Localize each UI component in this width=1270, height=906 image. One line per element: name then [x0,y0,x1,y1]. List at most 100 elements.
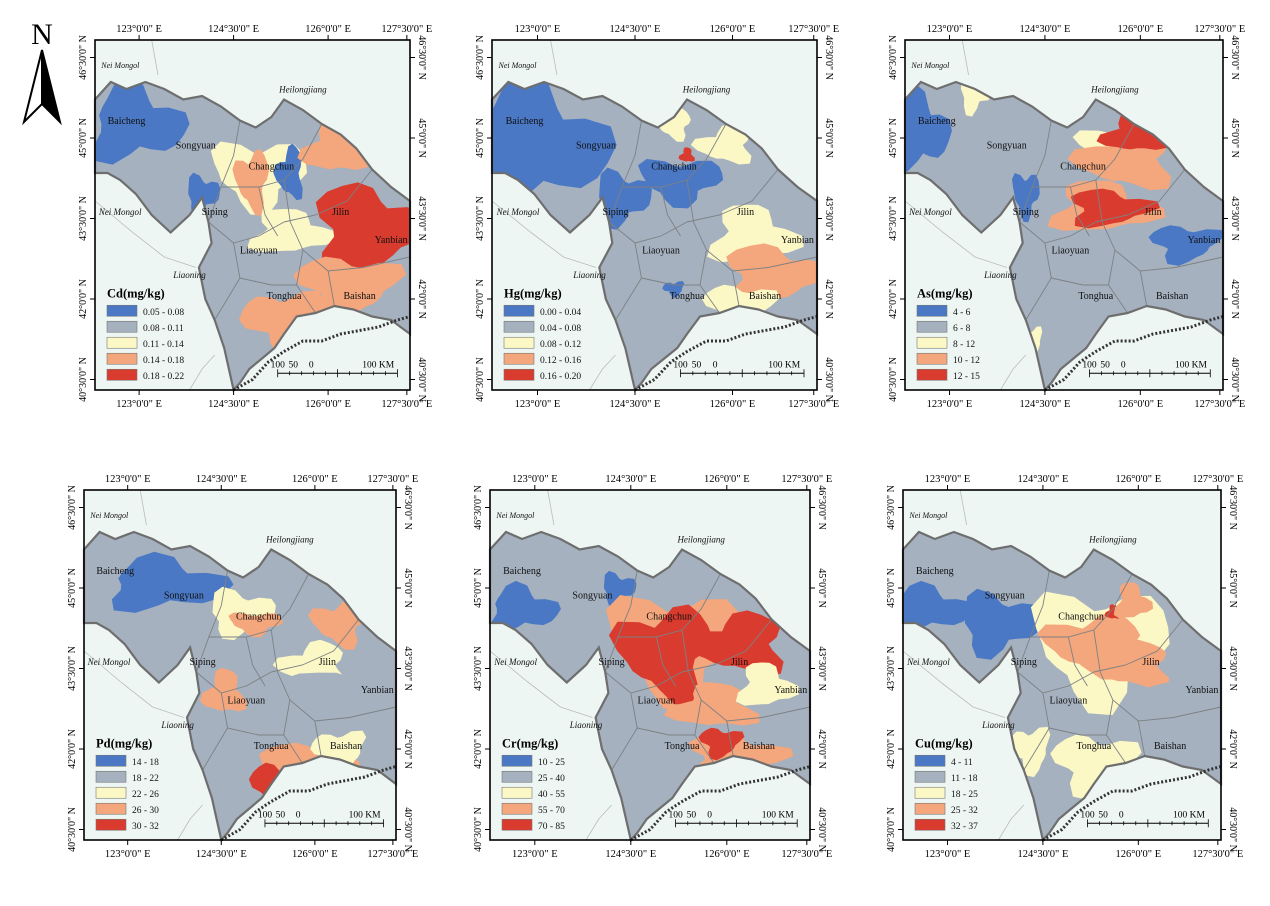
neighbor-boundary [84,650,184,718]
right-tick-label: 40°30'0" N [1229,357,1240,402]
city-boundary [283,734,303,764]
place-label-liaoyuan: Liaoyuan [638,696,676,707]
right-tick-label: 42°0'0" N [816,729,827,769]
city-boundary [608,221,688,244]
top-tick-label: 124°30'0" E [196,474,247,485]
map-frame [94,39,411,391]
place-label-heilongjiang: Heilongjiang [1090,85,1139,95]
place-label-nei-mongol-top: Nei Mongol [910,61,950,70]
left-tick-label: 46°30'0" N [67,485,78,530]
legend-swatch [916,352,948,365]
left-tick-label: 40°30'0" N [67,807,78,852]
city-boundary [202,692,228,771]
concentration-zone [262,672,396,723]
city-boundary [1019,221,1097,244]
city-boundary [1137,720,1146,757]
place-label-liaoning: Liaoning [160,720,194,730]
city-boundary [1023,692,1050,771]
city-boundary [283,179,410,272]
right-tick-label: 40°30'0" N [823,357,834,402]
left-tick-label: 43°30'0" N [886,646,897,691]
place-label-liaoyuan: Liaoyuan [227,696,265,707]
place-label-jilin: Jilin [1144,207,1161,218]
legend-class-label: 26 - 30 [132,806,159,816]
place-label-liaoning: Liaoning [983,270,1017,280]
city-boundary [611,692,638,771]
city-boundary [1093,629,1221,722]
place-label-liaoning: Liaoning [572,270,606,280]
left-tick-label: 42°0'0" N [886,729,897,769]
scale-label: 0 [707,810,712,820]
concentration-zone [212,586,276,641]
legend-swatch [914,802,946,815]
neighbor-boundary [547,490,555,526]
legend-class-label: 0.14 - 0.18 [143,356,184,366]
scale-label: 0 [296,810,301,820]
scale-label: 50 [276,810,286,820]
place-label-jilin: Jilin [319,657,336,668]
legend-swatch [916,320,948,333]
city-boundary [604,570,638,673]
concentration-zone [315,182,410,278]
scale-label: 100 [258,810,273,820]
legend-class-label: 22 - 26 [132,790,159,800]
right-tick-label: 40°30'0" N [1227,807,1238,852]
legend-class-label: 18 - 22 [132,774,159,784]
place-label-siping: Siping [202,207,228,218]
left-tick-label: 45°0'0" N [473,568,484,608]
legend-class-label: 70 - 85 [538,822,565,832]
scale-label: 100 KM [762,810,794,820]
legend-class-label: 10 - 12 [953,356,980,366]
neighbor-boundary [550,40,558,76]
neighbor-boundary [903,650,1005,718]
neighbor-boundary [1000,354,1027,390]
top-tick-label: 127°30'0" E [381,24,432,35]
left-tick-label: 42°0'0" N [67,729,78,769]
neighbor-boundary [959,490,967,526]
city-boundary [660,186,681,237]
city-boundary [239,249,304,286]
place-label-songyuan: Songyuan [572,591,612,602]
place-label-baishan: Baishan [743,741,775,752]
concentration-zone [232,149,269,216]
left-tick-label: 42°0'0" N [475,279,486,319]
top-tick-label: 123°0'0" E [105,474,151,485]
city-boundary [296,284,316,314]
legend-class-label: 0.08 - 0.12 [540,340,581,350]
legend-class-label: 0.11 - 0.14 [143,340,184,350]
bottom-tick-label: 127°30'0" E [367,849,418,860]
national-border [630,765,811,842]
right-tick-label: 45°0'0" N [416,118,427,158]
legend-swatch [106,352,138,365]
legend-class-label: 32 - 37 [951,822,978,832]
legend-class-label: 10 - 25 [538,758,565,768]
bottom-tick-label: 123°0'0" E [512,849,558,860]
concentration-zone [707,204,804,263]
top-tick-label: 124°30'0" E [208,24,259,35]
legend-title: Hg(mg/kg) [504,286,562,300]
left-tick-label: 43°30'0" N [888,196,899,241]
city-boundary [608,120,642,223]
legend-swatch [914,786,946,799]
top-tick-label: 127°30'0" E [367,474,418,485]
left-tick-label: 40°30'0" N [475,357,486,402]
scale-label: 0 [309,360,314,370]
city-boundary [270,629,396,722]
right-tick-label: 45°0'0" N [1229,118,1240,158]
legend-class-label: 6 - 8 [953,324,971,334]
legend-title: As(mg/kg) [917,286,973,300]
legend-swatch [501,802,533,815]
scale-label: 50 [1098,810,1108,820]
city-boundary [1069,186,1090,237]
map-surroundings [490,490,612,840]
bottom-tick-label: 126°0'0" E [710,399,756,410]
top-tick-label: 123°0'0" E [515,24,561,35]
neighbor-boundary [177,804,203,840]
scale-label: 100 [668,810,683,820]
city-boundary [686,179,817,272]
scale-label: 0 [713,360,718,370]
place-label-siping: Siping [1011,657,1037,668]
place-label-yanbian: Yanbian [1187,235,1220,246]
concentration-zone [492,82,617,210]
